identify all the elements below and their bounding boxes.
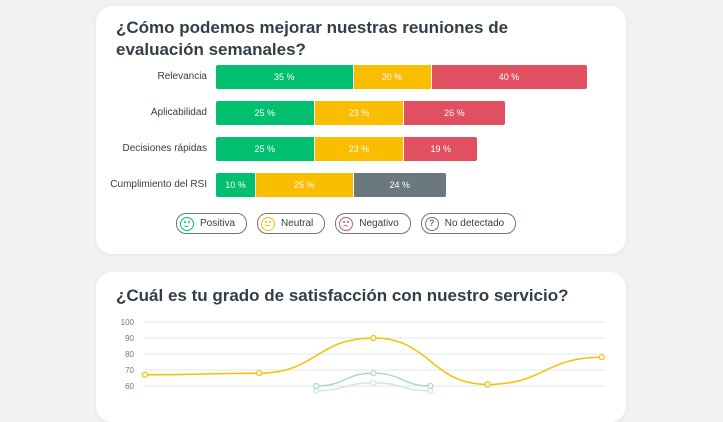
row-label: Cumplimiento del RSI <box>110 179 207 190</box>
bar-segment[interactable]: 35 % <box>216 65 353 89</box>
bar-row: Aplicabilidad 25 % 23 % 26 % <box>96 101 626 125</box>
sentiment-card: ¿Cómo podemos mejorar nuestras reuniones… <box>96 6 626 254</box>
data-point[interactable] <box>427 382 434 390</box>
legend-item[interactable]: Positiva <box>176 213 248 234</box>
bar-row: Relevancia 35 % 20 % 40 % <box>96 65 626 89</box>
row-label: Decisiones rápidas <box>122 143 208 154</box>
bar-row: Cumplimiento del RSI 10 % 25 % 24 % <box>96 173 626 197</box>
y-tick-label: 100 <box>121 318 135 327</box>
y-tick-label: 80 <box>125 350 134 359</box>
line-chart: 100 90 80 70 60 <box>121 318 605 394</box>
legend-item[interactable]: Negativo <box>335 213 411 234</box>
bar-track: 10 % 25 % 24 % <box>216 173 447 197</box>
legend-label: No detectado <box>444 218 505 229</box>
bar-segment[interactable]: 25 % <box>216 101 314 125</box>
legend-item[interactable]: ? No detectado <box>420 213 517 234</box>
question-icon: ? <box>424 216 439 231</box>
bar-track: 25 % 23 % 26 % <box>216 101 505 125</box>
data-point[interactable] <box>484 381 491 388</box>
data-point[interactable] <box>370 334 377 342</box>
data-point[interactable] <box>598 354 605 361</box>
bar-segment[interactable]: 10 % <box>216 173 255 197</box>
bar-segment[interactable]: 25 % <box>216 137 314 161</box>
data-point[interactable] <box>370 379 377 386</box>
happy-face-icon <box>180 216 194 231</box>
legend-item[interactable]: Neutral <box>257 213 326 234</box>
bar-segment[interactable]: 26 % <box>403 101 505 125</box>
series-line <box>144 337 602 386</box>
legend-label: Positiva <box>200 218 236 229</box>
y-tick-label: 90 <box>125 334 134 343</box>
row-label: Relevancia <box>157 71 207 82</box>
data-point[interactable] <box>141 371 149 378</box>
bar-row: Decisiones rápidas 25 % 23 % 19 % <box>96 137 626 161</box>
data-point[interactable] <box>256 370 263 377</box>
legend-label: Negativo <box>359 218 399 229</box>
y-tick-label: 70 <box>125 366 134 375</box>
legend: Positiva Neutral Negativo? No detectado <box>176 213 517 234</box>
bar-segment[interactable]: 23 % <box>313 137 404 161</box>
data-point[interactable] <box>313 382 320 390</box>
satisfaction-card: ¿Cuál es tu grado de satisfacción con nu… <box>96 272 626 422</box>
legend-label: Neutral <box>281 218 314 229</box>
bar-segment[interactable]: 25 % <box>255 173 353 197</box>
bar-segment[interactable]: 40 % <box>430 65 587 89</box>
bar-segment[interactable]: 20 % <box>352 65 431 89</box>
bar-track: 35 % 20 % 40 % <box>216 65 587 89</box>
sad-face-icon <box>339 216 354 231</box>
data-point[interactable] <box>370 370 377 377</box>
y-tick-label: 60 <box>125 382 134 391</box>
bar-track: 25 % 23 % 19 % <box>216 137 478 161</box>
bar-segment[interactable]: 24 % <box>352 173 447 197</box>
row-label: Aplicabilidad <box>150 107 207 118</box>
chart-title: ¿Cómo podemos mejorar nuestras reuniones… <box>116 18 509 59</box>
bar-segment[interactable]: 19 % <box>403 137 478 161</box>
neutral-face-icon <box>261 216 276 231</box>
bar-segment[interactable]: 23 % <box>313 101 404 125</box>
chart-title-satisfaction: ¿Cuál es tu grado de satisfacción con nu… <box>116 286 569 305</box>
